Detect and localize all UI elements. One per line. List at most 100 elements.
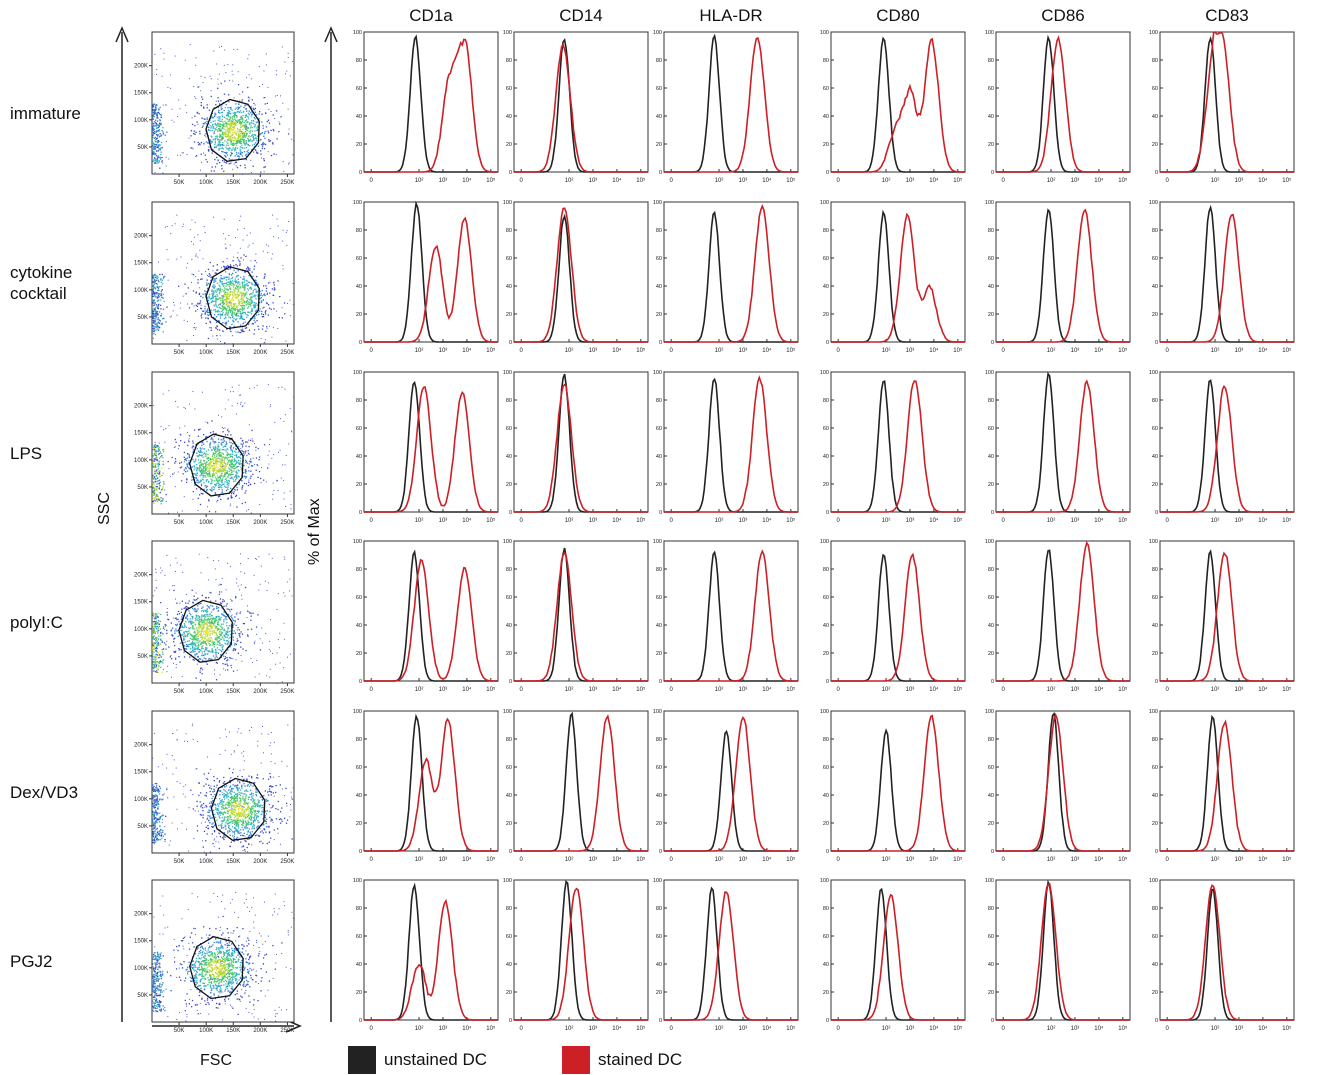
scatter-point: [256, 140, 258, 142]
scatter-point: [276, 74, 278, 76]
scatter-point: [156, 450, 158, 452]
scatter-point: [260, 296, 262, 299]
scatter-point: [230, 140, 232, 142]
scatter-point: [228, 100, 230, 103]
scatter-point: [285, 340, 287, 342]
scatter-point: [153, 123, 155, 125]
scatter-point: [212, 286, 215, 289]
scatter-point: [215, 321, 218, 324]
scatter-point: [228, 130, 231, 132]
scatter-point: [215, 463, 217, 465]
scatter-point: [210, 290, 213, 292]
scatter-point: [152, 404, 154, 406]
scatter-point: [158, 299, 160, 301]
scatter-point: [193, 635, 195, 638]
scatter-point: [216, 454, 218, 456]
scatter-point: [245, 255, 247, 257]
scatter-point: [220, 83, 222, 85]
scatter-point: [255, 279, 257, 282]
scatter-point: [281, 386, 283, 388]
scatter-point: [180, 648, 182, 651]
scatter-point: [216, 607, 218, 609]
scatter-point: [200, 469, 203, 472]
scatter-point: [245, 472, 247, 474]
scatter-point: [212, 470, 215, 472]
scatter-point: [207, 475, 209, 477]
scatter-point: [239, 153, 242, 156]
scatter-point: [235, 276, 237, 278]
scatter-point: [245, 119, 248, 121]
scatter-point: [230, 448, 232, 450]
scatter-point: [160, 299, 162, 301]
scatter-point: [211, 630, 214, 632]
scatter-point: [207, 637, 209, 640]
scatter-point: [235, 131, 237, 133]
scatter-point: [157, 623, 160, 625]
scatter-point: [266, 302, 268, 305]
scatter-point: [226, 314, 228, 316]
scatter-point: [225, 456, 227, 459]
scatter-point: [242, 132, 244, 134]
scatter-point: [156, 117, 158, 119]
scatter-point: [246, 129, 249, 132]
scatter-point: [218, 320, 221, 322]
scatter-point: [214, 619, 216, 622]
scatter-point: [221, 307, 223, 310]
scatter-point: [182, 226, 184, 228]
scatter-point: [233, 123, 235, 125]
scatter-point: [215, 479, 217, 482]
scatter-point: [262, 83, 264, 85]
scatter-point: [207, 615, 209, 618]
scatter-point: [207, 275, 209, 277]
scatter-point: [183, 607, 185, 610]
scatter-point: [235, 148, 237, 151]
scatter-point: [184, 425, 186, 427]
scatter-point: [221, 474, 223, 476]
scatter-point: [235, 151, 238, 154]
scatter-point: [158, 319, 161, 322]
scatter-point: [211, 625, 213, 628]
scatter-point: [155, 304, 157, 306]
scatter-point: [250, 619, 252, 621]
scatter-point: [210, 478, 212, 480]
scatter-point: [228, 310, 230, 312]
scatter-point: [159, 492, 161, 494]
scatter-point: [231, 130, 234, 132]
scatter-point: [284, 313, 286, 315]
scatter-point: [156, 68, 158, 70]
scatter-point: [159, 294, 162, 297]
scatter-point: [267, 252, 269, 254]
scatter-point: [192, 478, 194, 481]
scatter-point: [203, 625, 205, 627]
scatter-x-tick-label: 100K: [199, 180, 213, 186]
scatter-point: [197, 429, 200, 431]
scatter-point: [188, 440, 190, 443]
scatter-point: [226, 118, 228, 120]
scatter-point: [218, 489, 220, 491]
scatter-point: [286, 70, 288, 72]
scatter-point: [225, 617, 227, 619]
scatter-point: [243, 139, 245, 141]
scatter-point: [263, 97, 265, 99]
scatter-point: [258, 470, 261, 473]
scatter-point: [192, 290, 195, 292]
scatter-point: [235, 454, 238, 456]
scatter-point: [217, 496, 220, 498]
scatter-point: [160, 497, 162, 499]
scatter-point: [216, 290, 218, 292]
scatter-point: [188, 620, 190, 622]
scatter-point: [162, 457, 164, 459]
scatter-point: [215, 327, 218, 329]
scatter-point: [154, 463, 156, 465]
scatter-point: [211, 619, 213, 622]
scatter-point: [265, 310, 267, 312]
scatter-point: [205, 631, 207, 633]
scatter-point: [256, 319, 258, 322]
scatter-point: [210, 651, 212, 653]
scatter-point: [226, 479, 228, 482]
scatter-point: [158, 446, 161, 448]
scatter-point: [280, 418, 282, 420]
scatter-point: [198, 86, 200, 88]
scatter-point: [261, 157, 263, 159]
scatter-point: [158, 113, 160, 115]
